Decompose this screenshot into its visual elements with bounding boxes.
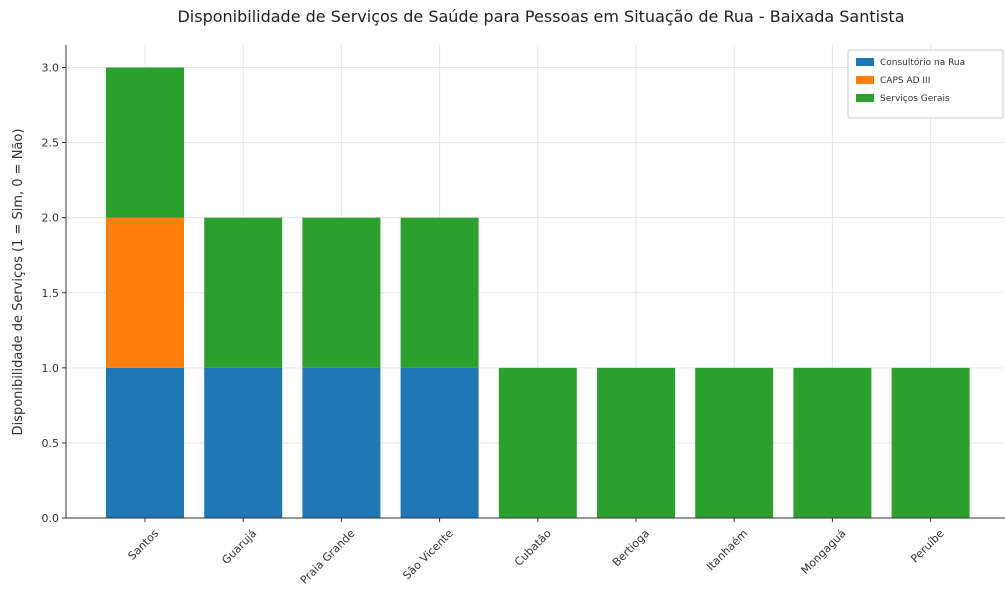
y-axis-title: Disponibilidade de Serviços (1 = Sim, 0 … bbox=[11, 129, 26, 436]
bar-bertioga-series-2 bbox=[597, 367, 675, 518]
bar-s-o-vicente-series-2 bbox=[400, 217, 479, 368]
x-tick-label: Mongaguá bbox=[799, 527, 849, 577]
bar-santos-series-0 bbox=[106, 367, 184, 518]
x-tick-label: Santos bbox=[125, 527, 161, 563]
legend-label: CAPS AD III bbox=[880, 76, 930, 86]
y-tick-label: 1.0 bbox=[42, 362, 60, 375]
y-tick-label: 0.5 bbox=[42, 437, 60, 450]
legend-label: Serviços Gerais bbox=[880, 94, 950, 104]
bars bbox=[106, 67, 970, 518]
x-ticks: Santos Guarujá Praia Grande São Vicente Cuba… bbox=[125, 518, 947, 587]
bar-praia-grande-series-0 bbox=[302, 367, 381, 518]
y-tick-label: 0.0 bbox=[42, 512, 60, 525]
bar-santos-series-2 bbox=[106, 67, 184, 218]
axes bbox=[65, 45, 1005, 519]
legend-label: Consultório na Rua bbox=[880, 57, 965, 68]
bar-praia-grande-series-2 bbox=[302, 217, 381, 368]
x-tick-label: Itanhaém bbox=[704, 527, 750, 573]
bar-s-o-vicente-series-0 bbox=[400, 367, 479, 518]
legend-box bbox=[847, 49, 1004, 119]
bar-mongagu--series-2 bbox=[793, 367, 872, 518]
x-tick-label: Bertioga bbox=[610, 527, 652, 569]
legend: Consultório na Rua CAPS AD III Serviços Ge… bbox=[847, 49, 1004, 119]
bar-cubat-o-series-2 bbox=[498, 367, 577, 518]
legend-swatch bbox=[856, 58, 874, 66]
x-tick-label: Cubatão bbox=[512, 527, 554, 569]
y-tick-label: 2.0 bbox=[42, 212, 60, 225]
bar-guaruj--series-2 bbox=[204, 217, 283, 368]
legend-swatch bbox=[856, 94, 874, 102]
x-tick-label: São Vicente bbox=[400, 527, 455, 582]
x-tick-label: Praia Grande bbox=[298, 527, 358, 587]
y-ticks: 0.0 0.5 1.0 1.5 2.0 2.5 3.0 bbox=[42, 62, 66, 525]
y-tick-label: 2.5 bbox=[42, 137, 60, 150]
legend-swatch bbox=[856, 76, 874, 84]
y-tick-label: 3.0 bbox=[42, 62, 60, 75]
y-tick-label: 1.5 bbox=[42, 287, 60, 300]
bar-santos-series-1 bbox=[106, 217, 184, 368]
chart-title: Disponibilidade de Serviços de Saúde par… bbox=[177, 7, 904, 26]
bar-peru-be-series-2 bbox=[891, 367, 970, 518]
x-tick-label: Peruíbe bbox=[908, 527, 947, 566]
x-tick-label: Guarujá bbox=[219, 527, 259, 567]
bar-guaruj--series-0 bbox=[204, 367, 283, 518]
bar-itanha-m-series-2 bbox=[695, 367, 774, 518]
